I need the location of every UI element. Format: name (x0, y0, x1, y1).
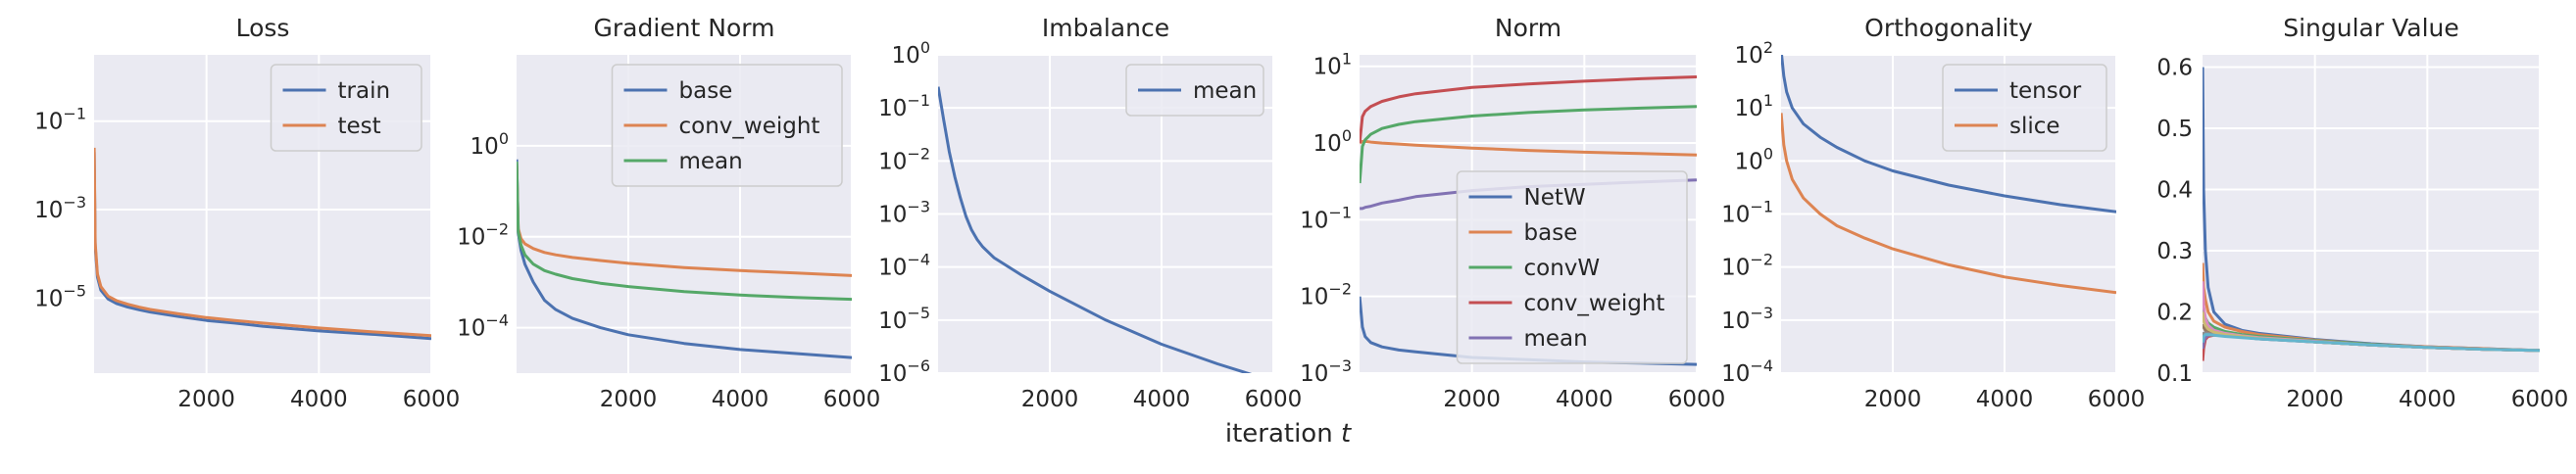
y-tick-label: 10−1 (1300, 203, 1352, 233)
y-tick-label: 10−1 (34, 105, 86, 135)
y-tick-label: 100 (1735, 144, 1773, 174)
y-tick-label: 101 (1735, 91, 1773, 121)
x-tick-label: 2000 (1864, 387, 1922, 412)
chart-title: Orthogonality (1864, 14, 2033, 42)
series-line-slice (1781, 113, 2116, 295)
panel-norm: 2000 4000 6000 10−3 10−2 10−1 100 101 Norm NetW ba… (1300, 14, 1725, 412)
series-line-mean (938, 86, 1253, 373)
legend-box (1456, 170, 1688, 364)
series-line-tensor (1781, 55, 2116, 213)
series-line-convw (1360, 105, 1697, 184)
y-tick-label: 100 (892, 38, 930, 69)
x-tick-label: 4000 (1556, 387, 1613, 412)
x-tick-label: 6000 (1245, 387, 1303, 412)
y-tick-label: 10−3 (34, 193, 86, 223)
x-tick-label: 2000 (600, 387, 658, 412)
y-tick-label: 10−2 (1721, 251, 1773, 281)
chart-title: Imbalance (1042, 14, 1169, 42)
panel-orthogonality: 2000 4000 6000 10−4 10−3 10−2 10−1 100 101 102 Ort… (1721, 14, 2145, 412)
legend-label: mean (1524, 326, 1588, 352)
plot-area (2203, 55, 2540, 373)
x-tick-label: 4000 (1976, 387, 2034, 412)
panel-singular-value: 2000 4000 6000 0.1 0.2 0.3 0.4 0.5 0.6 Singular V… (2156, 14, 2568, 412)
series-line-mean (517, 161, 852, 302)
x-tick-label: 4000 (2399, 387, 2456, 412)
chart-title: Gradient Norm (594, 14, 775, 42)
legend: tensor slice (1942, 64, 2107, 152)
x-tick-label: 6000 (2088, 387, 2146, 412)
y-tick-label: 0.4 (2156, 178, 2193, 204)
y-tick-label: 10−1 (878, 91, 930, 121)
panel-loss: 2000 4000 6000 10−5 10−3 10−1 Loss train test (34, 14, 460, 412)
x-tick-label: 4000 (290, 387, 348, 412)
x-tick-label: 6000 (823, 387, 881, 412)
legend-box (611, 64, 843, 187)
y-tick-label: 10−2 (1300, 280, 1352, 310)
y-tick-label: 10−4 (1721, 356, 1773, 387)
legend-label: train (338, 78, 391, 104)
y-tick-label: 101 (1313, 50, 1352, 80)
x-axis-label-text: iteration (1224, 419, 1341, 449)
series-line-10 (2203, 333, 2540, 353)
x-tick-label: 2000 (1021, 387, 1079, 412)
x-tick-label: 4000 (1133, 387, 1191, 412)
y-tick-label: 10−2 (878, 144, 930, 174)
y-tick-label: 102 (1735, 38, 1773, 69)
y-tick-label: 0.3 (2156, 239, 2193, 264)
legend-box (270, 64, 422, 152)
y-tick-label: 10−4 (878, 251, 930, 281)
series-line-base (517, 159, 852, 359)
x-tick-label: 4000 (712, 387, 769, 412)
legend-box (1125, 64, 1264, 117)
y-tick-label: 10−5 (878, 304, 930, 334)
x-tick-label: 2000 (2286, 387, 2344, 412)
legend-label: NetW (1524, 185, 1586, 211)
legend-label: slice (2009, 114, 2060, 139)
panel-gradient-norm: 2000 4000 6000 10−4 10−2 100 Gradient Norm base… (457, 14, 880, 412)
legend-label: test (338, 114, 381, 139)
y-tick-label: 10−3 (878, 198, 930, 228)
x-tick-label: 6000 (2511, 387, 2569, 412)
legend-box (1942, 64, 2107, 152)
chart-title: Norm (1495, 14, 1561, 42)
y-tick-label: 0.1 (2156, 361, 2193, 387)
chart-title: Singular Value (2283, 14, 2459, 42)
y-tick-label: 10−4 (457, 311, 509, 342)
y-tick-label: 10−5 (34, 281, 86, 311)
y-tick-label: 10−3 (1300, 356, 1352, 387)
series-line-conv-weight (1360, 75, 1697, 144)
x-tick-label: 6000 (1668, 387, 1726, 412)
y-tick-label: 10−2 (457, 220, 509, 251)
y-tick-label: 0.5 (2156, 117, 2193, 142)
y-tick-label: 100 (1313, 126, 1352, 157)
legend-label: base (1524, 220, 1578, 246)
x-tick-label: 2000 (177, 387, 235, 412)
panel-imbalance: 2000 4000 6000 10−6 10−5 10−4 10−3 10−2 10−1 100 I… (878, 14, 1302, 412)
global-x-axis-label: iteration t (0, 419, 2576, 449)
x-axis-label-variable: t (1340, 419, 1352, 449)
series-line-test (94, 147, 431, 338)
legend-label: mean (679, 149, 743, 174)
y-tick-label: 0.2 (2156, 301, 2193, 326)
chart-title: Loss (236, 14, 290, 42)
legend-label: base (679, 78, 733, 104)
x-tick-label: 6000 (403, 387, 461, 412)
legend-label: mean (1193, 78, 1257, 104)
y-tick-label: 10−6 (878, 356, 930, 387)
legend-label: conv_weight (679, 114, 820, 139)
x-tick-label: 2000 (1443, 387, 1501, 412)
y-tick-label: 0.6 (2156, 56, 2193, 81)
y-tick-label: 10−1 (1721, 198, 1773, 228)
legend-label: convW (1524, 256, 1601, 281)
legend-label: tensor (2009, 78, 2082, 104)
legend: mean (1125, 64, 1264, 117)
y-tick-label: 100 (471, 129, 509, 160)
legend: train test (270, 64, 422, 152)
y-tick-label: 10−3 (1721, 304, 1773, 334)
legend-label: conv_weight (1524, 291, 1665, 316)
series-line-conv-weight (517, 164, 852, 277)
